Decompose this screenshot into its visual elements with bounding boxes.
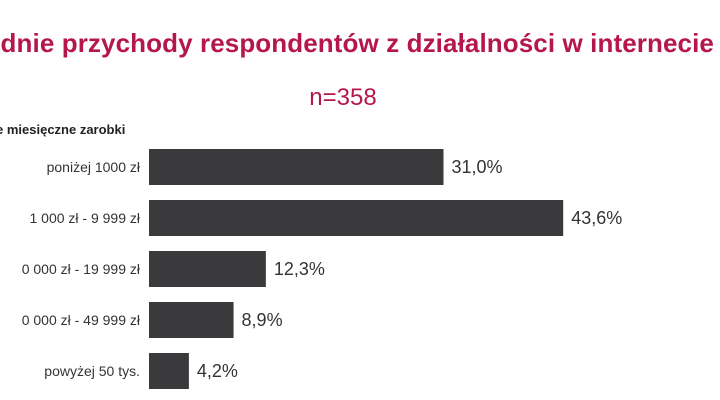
- category-label: 1 000 zł - 9 999 zł: [29, 210, 140, 226]
- bar: [149, 353, 189, 389]
- category-label: 0 000 zł - 49 999 zł: [22, 312, 141, 328]
- category-label: powyżej 50 tys.: [44, 363, 140, 379]
- value-label: 31,0%: [452, 157, 503, 177]
- chart-subtitle: n=358: [309, 84, 377, 111]
- category-axis-header: e miesięczne zarobki: [0, 122, 126, 137]
- bar: [149, 149, 444, 185]
- value-label: 43,6%: [571, 208, 622, 228]
- bar: [149, 251, 266, 287]
- value-label: 4,2%: [197, 361, 238, 381]
- value-label: 12,3%: [274, 259, 325, 279]
- category-label: poniżej 1000 zł: [47, 159, 141, 175]
- chart-title: ednie przychody respondentów z działalno…: [0, 28, 714, 58]
- value-label: 8,9%: [242, 310, 283, 330]
- bar: [149, 302, 234, 338]
- bar: [149, 200, 564, 236]
- category-label: 0 000 zł - 19 999 zł: [22, 261, 141, 277]
